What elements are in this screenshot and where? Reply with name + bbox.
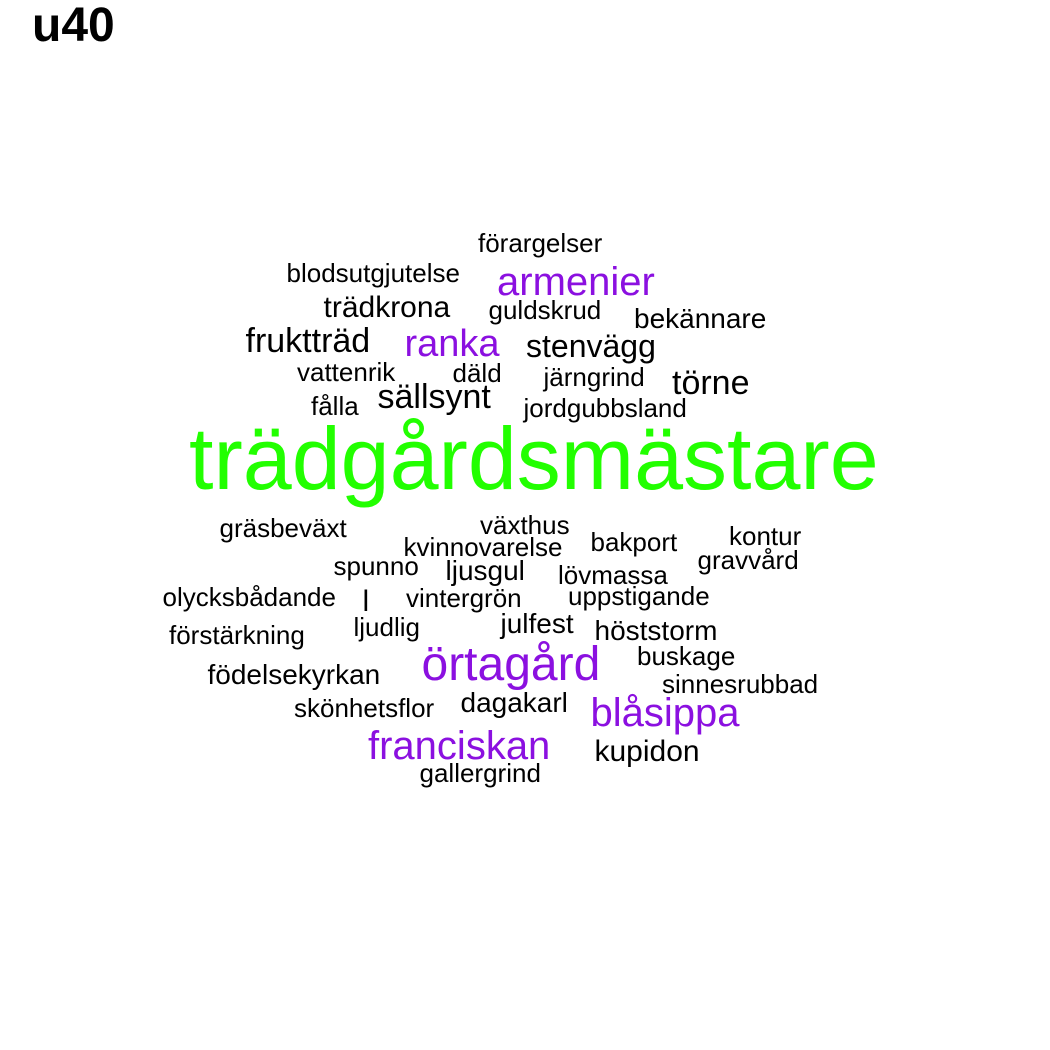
cloud-word: spunno [333, 551, 419, 582]
cloud-word: blåsippa [590, 690, 740, 735]
cloud-word: ljudlig [353, 612, 421, 643]
cloud-word: ljusgul [445, 555, 525, 587]
cloud-word: höststorm [594, 615, 718, 647]
cloud-word: blodsutgjutelse [286, 258, 460, 289]
cloud-word: förstärkning [169, 620, 305, 651]
cloud-word: örtagård [421, 637, 601, 691]
cloud-word: ranka [404, 322, 500, 365]
cloud-word: julfest [500, 608, 574, 640]
cloud-word: gräsbeväxt [219, 513, 347, 544]
cloud-word: järngrind [543, 362, 645, 393]
cloud-word: gallergrind [419, 758, 541, 789]
cloud-word: stenvägg [526, 327, 656, 364]
cloud-word: sinnesrubbad [662, 669, 819, 700]
cloud-word: förargelser [478, 228, 603, 259]
cloud-word: bakport [590, 527, 678, 558]
cloud-word: vattenrik [297, 357, 396, 388]
cloud-word: däld [452, 358, 502, 389]
cloud-word: armenier [497, 259, 655, 304]
cloud-word: jordgubbsland [523, 393, 687, 424]
cloud-word: gravvård [697, 545, 799, 576]
cloud-word: lövmassa [558, 560, 668, 591]
cloud-word: törne [672, 364, 750, 403]
cloud-word: olycksbådande [162, 582, 336, 613]
cloud-word: växthus [480, 510, 570, 541]
cloud-word: bekännare [634, 303, 767, 335]
cloud-word: sällsynt [377, 378, 491, 417]
cloud-word: uppstigande [568, 581, 710, 612]
cloud-word: franciskan [368, 723, 551, 768]
cloud-word: dagakarl [460, 687, 568, 719]
page-title: u40 [32, 0, 115, 52]
cloud-word: trädgårdsmästare [189, 408, 879, 508]
cloud-word: trädkrona [323, 290, 451, 324]
cloud-word: fruktträd [245, 322, 371, 361]
cloud-word: kupidon [594, 734, 700, 768]
cloud-word: l [362, 584, 370, 618]
cloud-word: buskage [637, 641, 736, 672]
cloud-word: födelsekyrkan [207, 659, 381, 691]
cloud-word: skönhetsflor [294, 693, 435, 724]
cloud-word: kontur [729, 521, 802, 552]
cloud-word: fålla [311, 391, 359, 422]
cloud-word: guldskrud [488, 295, 602, 326]
cloud-word: vintergrön [406, 583, 522, 614]
cloud-word: kvinnovarelse [403, 532, 563, 563]
